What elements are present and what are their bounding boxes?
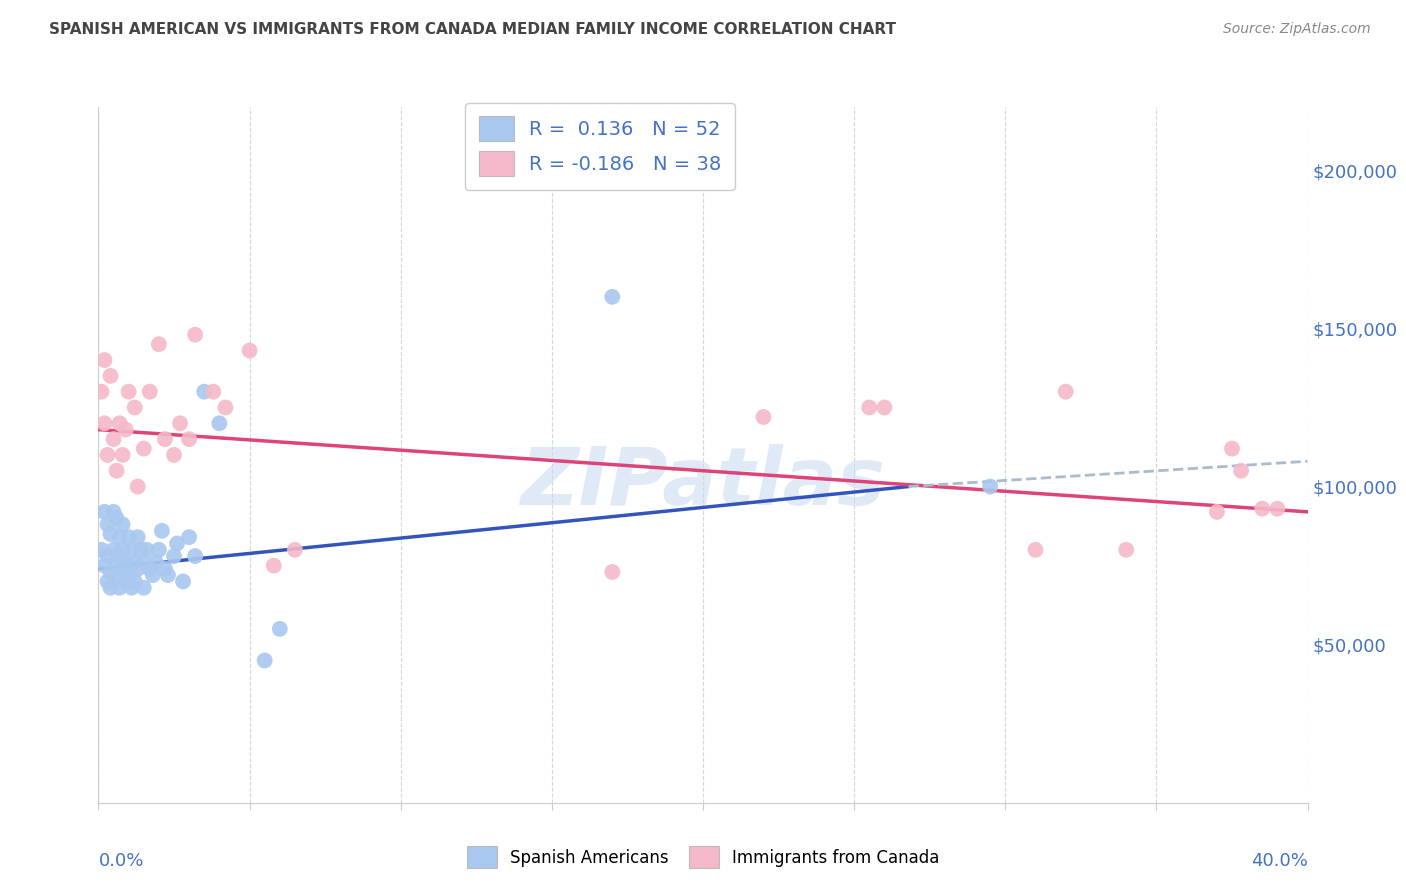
- Point: [103, 505, 125, 519]
- Point: [96, 517, 118, 532]
- Point: [121, 581, 143, 595]
- Point: [127, 562, 149, 576]
- Point: [1220, 442, 1243, 456]
- Point: [153, 562, 176, 576]
- Text: ZIPatlas: ZIPatlas: [520, 443, 886, 522]
- Point: [169, 417, 191, 431]
- Legend: Spanish Americans, Immigrants from Canada: Spanish Americans, Immigrants from Canad…: [460, 839, 946, 874]
- Point: [108, 581, 131, 595]
- Point: [118, 384, 141, 399]
- Point: [96, 448, 118, 462]
- Point: [873, 401, 896, 415]
- Point: [214, 401, 236, 415]
- Point: [93, 353, 115, 368]
- Point: [103, 542, 125, 557]
- Point: [139, 562, 162, 576]
- Text: 40.0%: 40.0%: [1251, 852, 1308, 870]
- Point: [93, 505, 115, 519]
- Point: [602, 290, 624, 304]
- Point: [179, 530, 201, 544]
- Point: [253, 653, 276, 667]
- Point: [179, 432, 201, 446]
- Point: [96, 574, 118, 589]
- Point: [153, 432, 176, 446]
- Point: [124, 556, 146, 570]
- Point: [100, 565, 122, 579]
- Point: [172, 574, 194, 589]
- Point: [135, 542, 157, 557]
- Point: [1024, 542, 1046, 557]
- Point: [103, 432, 125, 446]
- Point: [108, 549, 131, 563]
- Point: [150, 524, 173, 538]
- Point: [148, 542, 170, 557]
- Point: [166, 536, 188, 550]
- Point: [114, 574, 136, 589]
- Point: [93, 417, 115, 431]
- Point: [111, 517, 134, 532]
- Point: [979, 479, 1001, 493]
- Point: [239, 343, 262, 358]
- Point: [111, 542, 134, 557]
- Point: [114, 423, 136, 437]
- Point: [96, 549, 118, 563]
- Point: [1206, 505, 1229, 519]
- Point: [163, 549, 186, 563]
- Point: [127, 479, 149, 493]
- Point: [100, 527, 122, 541]
- Point: [1267, 501, 1289, 516]
- Point: [93, 558, 115, 573]
- Point: [90, 542, 112, 557]
- Point: [858, 401, 880, 415]
- Point: [184, 327, 207, 342]
- Point: [100, 368, 122, 383]
- Point: [111, 562, 134, 576]
- Point: [142, 568, 165, 582]
- Point: [100, 581, 122, 595]
- Point: [114, 556, 136, 570]
- Point: [108, 417, 131, 431]
- Point: [105, 556, 128, 570]
- Point: [148, 337, 170, 351]
- Point: [193, 384, 215, 399]
- Point: [202, 384, 225, 399]
- Point: [1115, 542, 1137, 557]
- Point: [118, 568, 141, 582]
- Point: [184, 549, 207, 563]
- Point: [1230, 464, 1253, 478]
- Point: [127, 530, 149, 544]
- Point: [111, 448, 134, 462]
- Point: [132, 581, 155, 595]
- Point: [90, 384, 112, 399]
- Point: [124, 574, 146, 589]
- Point: [145, 556, 167, 570]
- Point: [1054, 384, 1077, 399]
- Point: [263, 558, 285, 573]
- Text: 0.0%: 0.0%: [98, 852, 143, 870]
- Point: [105, 568, 128, 582]
- Point: [105, 464, 128, 478]
- Point: [284, 542, 307, 557]
- Text: Source: ZipAtlas.com: Source: ZipAtlas.com: [1223, 22, 1371, 37]
- Point: [121, 542, 143, 557]
- Point: [124, 401, 146, 415]
- Point: [156, 568, 179, 582]
- Point: [139, 384, 162, 399]
- Point: [118, 530, 141, 544]
- Point: [105, 511, 128, 525]
- Point: [1251, 501, 1274, 516]
- Point: [163, 448, 186, 462]
- Point: [132, 442, 155, 456]
- Point: [129, 542, 152, 557]
- Point: [132, 556, 155, 570]
- Text: SPANISH AMERICAN VS IMMIGRANTS FROM CANADA MEDIAN FAMILY INCOME CORRELATION CHAR: SPANISH AMERICAN VS IMMIGRANTS FROM CANA…: [49, 22, 896, 37]
- Point: [208, 417, 231, 431]
- Point: [108, 530, 131, 544]
- Point: [269, 622, 291, 636]
- Point: [602, 565, 624, 579]
- Point: [752, 409, 775, 424]
